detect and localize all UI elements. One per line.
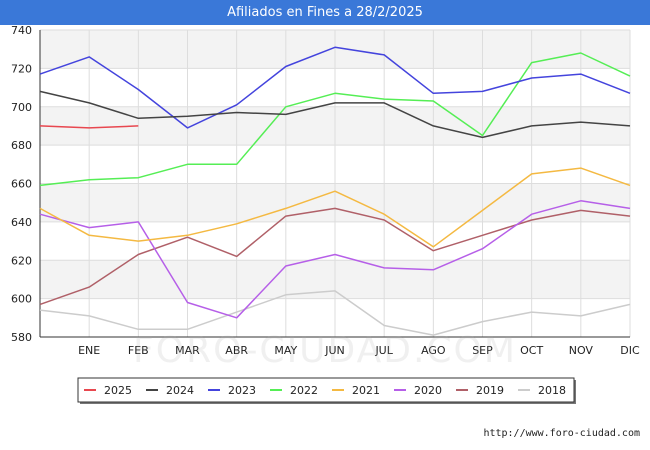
x-tick-label: MAY [274,344,297,357]
y-tick-label: 620 [11,254,32,267]
x-tick-label: DIC [620,344,640,357]
y-tick-labels: 580 600 620 640 660 680 700 720 740 [11,25,32,344]
y-tick-label: 720 [11,62,32,75]
x-tick-label: FEB [128,344,149,357]
x-tick-label: JUL [374,344,393,357]
chart-title: Afiliados en Fines a 28/2/2025 [0,0,650,25]
y-tick-label: 660 [11,178,32,191]
y-tick-label: 600 [11,293,32,306]
legend-label-2018: 2018 [538,384,566,397]
x-tick-label: ABR [225,344,248,357]
legend-box [77,377,575,403]
series-line-2019 [39,207,631,306]
y-tick-label: 740 [11,25,32,37]
series-line-2018 [39,290,631,336]
legend-label-2023: 2023 [228,384,256,397]
legend-label-2025: 2025 [104,384,132,397]
x-tick-label: ENE [78,344,100,357]
legend-label-2021: 2021 [352,384,380,397]
series-line-2023 [39,46,631,129]
x-tick-label: MAR [175,344,200,357]
y-tick-label: 580 [11,331,32,344]
legend: 2025 2024 2023 2022 2021 2020 2019 2018 [77,377,576,404]
series-line-2020 [39,200,631,319]
axes [39,30,630,338]
line-chart: 580 600 620 640 660 680 700 720 740 ENE FEB MAR ABR… [11,25,640,404]
series-line-2025 [39,125,139,129]
legend-label-2020: 2020 [414,384,442,397]
x-tick-labels: ENE FEB MAR ABR MAY JUN JUL AGO SEP OCT NOV DIC [78,344,640,357]
series-line-2022 [39,52,631,187]
y-tick-label: 640 [11,216,32,229]
y-tick-label: 680 [11,139,32,152]
legend-label-2024: 2024 [166,384,194,397]
x-tick-label: JUN [324,344,345,357]
legend-label-2019: 2019 [476,384,504,397]
legend-label-2022: 2022 [290,384,318,397]
x-tick-label: AGO [421,344,446,357]
series-lines [39,46,631,336]
x-tick-label: OCT [520,344,543,357]
x-tick-label: NOV [569,344,594,357]
watermark: FORO-CIUDAD.COM [133,330,517,371]
source-url[interactable]: http://www.foro-ciudad.com [483,428,640,439]
x-tick-label: SEP [472,344,493,357]
y-tick-label: 700 [11,101,32,114]
series-line-2024 [39,90,631,139]
series-line-2021 [39,167,631,248]
